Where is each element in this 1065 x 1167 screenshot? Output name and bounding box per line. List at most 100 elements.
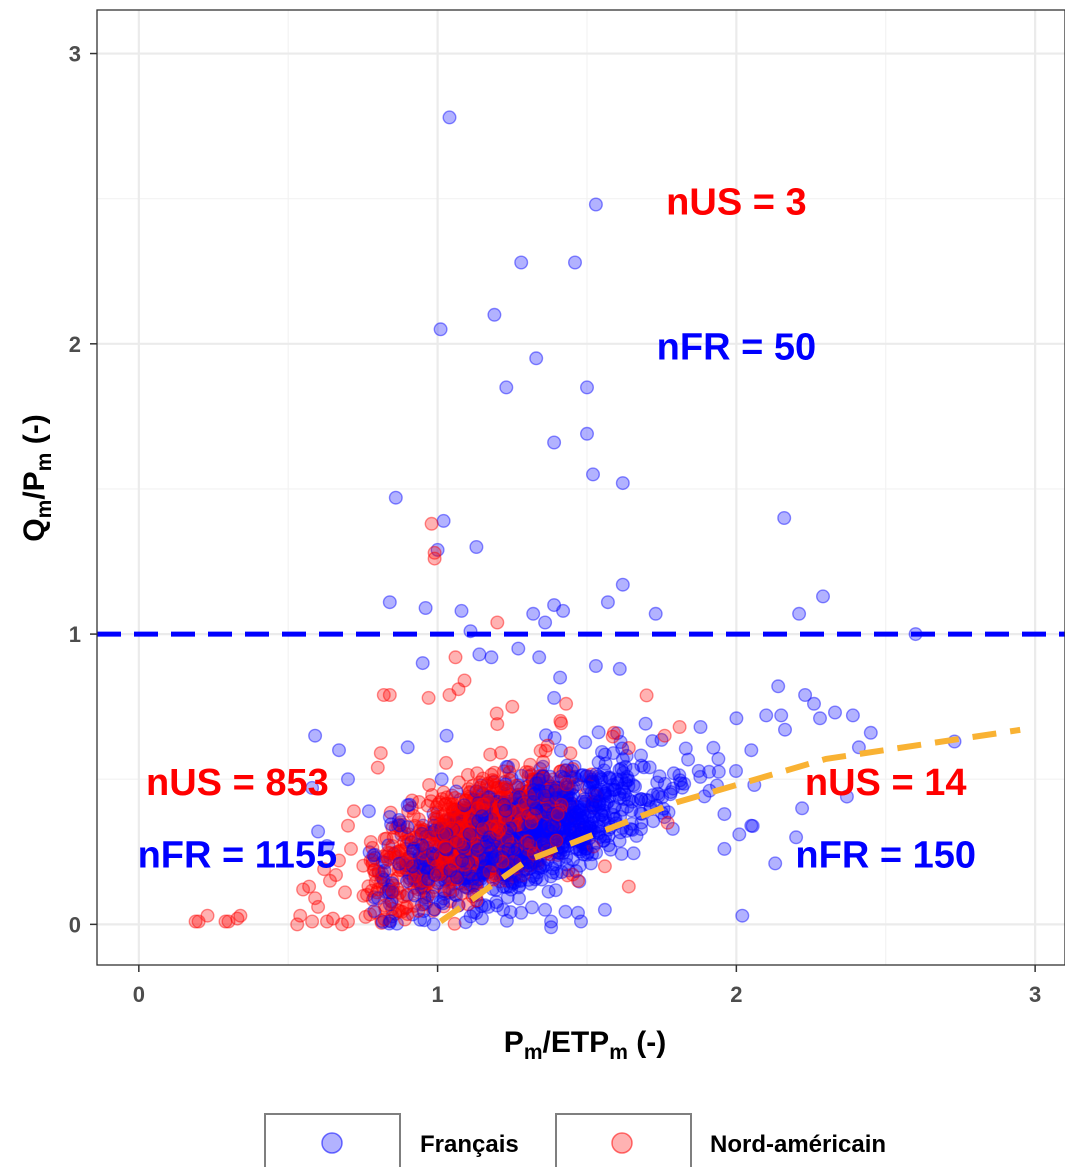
point-francais (461, 822, 476, 837)
point-francais (420, 874, 435, 889)
point-francais (492, 846, 507, 861)
point-nord-americain (433, 839, 448, 854)
point-nord-americain (447, 821, 462, 836)
point-nord-americain (369, 885, 384, 900)
point-francais (565, 800, 580, 815)
point-nord-americain (516, 800, 531, 815)
point-nord-americain (491, 816, 506, 831)
point-nord-americain (542, 781, 557, 796)
point-nord-americain (451, 852, 466, 867)
point-francais (464, 856, 479, 871)
point-francais (600, 595, 615, 610)
point-nord-americain (376, 849, 391, 864)
point-francais (577, 792, 592, 807)
point-francais (523, 793, 538, 808)
point-nord-americain (534, 808, 549, 823)
point-francais (469, 540, 484, 555)
point-francais (551, 780, 566, 795)
point-nord-americain (453, 814, 468, 829)
point-francais (485, 831, 500, 846)
point-nord-americain (414, 827, 429, 842)
point-francais (558, 904, 573, 919)
point-francais (458, 870, 473, 885)
point-francais (536, 759, 551, 774)
point-francais (531, 783, 546, 798)
point-francais (588, 197, 603, 212)
point-nord-americain (434, 827, 449, 842)
point-francais (475, 859, 490, 874)
point-nord-americain (447, 852, 462, 867)
point-francais (447, 876, 462, 891)
point-francais (616, 765, 631, 780)
point-francais (541, 784, 556, 799)
point-nord-americain (429, 861, 444, 876)
point-nord-americain (432, 846, 447, 861)
point-francais (382, 595, 397, 610)
point-francais (367, 904, 382, 919)
point-francais (614, 761, 629, 776)
point-francais (499, 794, 514, 809)
point-francais (500, 822, 515, 837)
point-francais (417, 890, 432, 905)
point-nord-americain (379, 831, 394, 846)
point-francais (523, 800, 538, 815)
point-nord-americain (434, 864, 449, 879)
point-nord-americain (465, 850, 480, 865)
point-nord-americain (305, 914, 320, 929)
y-tick-label: 0 (69, 912, 81, 937)
point-francais (489, 813, 504, 828)
point-francais (448, 812, 463, 827)
point-francais (503, 835, 518, 850)
point-nord-americain (483, 822, 498, 837)
point-nord-americain (502, 826, 517, 841)
point-francais (538, 789, 553, 804)
point-francais (494, 846, 509, 861)
point-francais (729, 764, 744, 779)
point-francais (507, 831, 522, 846)
point-francais (434, 821, 449, 836)
point-francais (501, 807, 516, 822)
point-francais (617, 792, 632, 807)
point-nord-americain (429, 800, 444, 815)
point-nord-americain (491, 826, 506, 841)
point-francais (673, 776, 688, 791)
point-francais (455, 853, 470, 868)
point-francais (555, 835, 570, 850)
point-nord-americain (494, 821, 509, 836)
point-francais (463, 909, 478, 924)
point-nord-americain (494, 779, 509, 794)
point-nord-americain (480, 854, 495, 869)
point-nord-americain (385, 884, 400, 899)
point-nord-americain (448, 812, 463, 827)
point-nord-americain (423, 846, 438, 861)
point-nord-americain (443, 872, 458, 887)
point-nord-americain (478, 827, 493, 842)
point-francais (634, 792, 649, 807)
point-francais (476, 829, 491, 844)
point-francais (545, 861, 560, 876)
point-francais (508, 825, 523, 840)
point-francais (572, 808, 587, 823)
point-nord-americain (429, 867, 444, 882)
point-francais (375, 855, 390, 870)
point-francais (606, 746, 621, 761)
point-francais (501, 796, 516, 811)
y-tick-label: 1 (69, 622, 81, 647)
point-francais (510, 806, 525, 821)
point-nord-americain (491, 824, 506, 839)
point-nord-americain (467, 859, 482, 874)
point-francais (589, 845, 604, 860)
point-francais (502, 840, 517, 855)
panel-background (97, 10, 1065, 965)
point-francais (436, 830, 451, 845)
point-nord-americain (397, 835, 412, 850)
point-nord-americain (480, 776, 495, 791)
point-francais (565, 796, 580, 811)
point-francais (499, 813, 514, 828)
point-francais (523, 803, 538, 818)
point-nord-americain (447, 850, 462, 865)
point-nord-americain (398, 841, 413, 856)
point-nord-americain (366, 863, 381, 878)
point-francais (711, 764, 726, 779)
point-nord-americain (399, 899, 414, 914)
